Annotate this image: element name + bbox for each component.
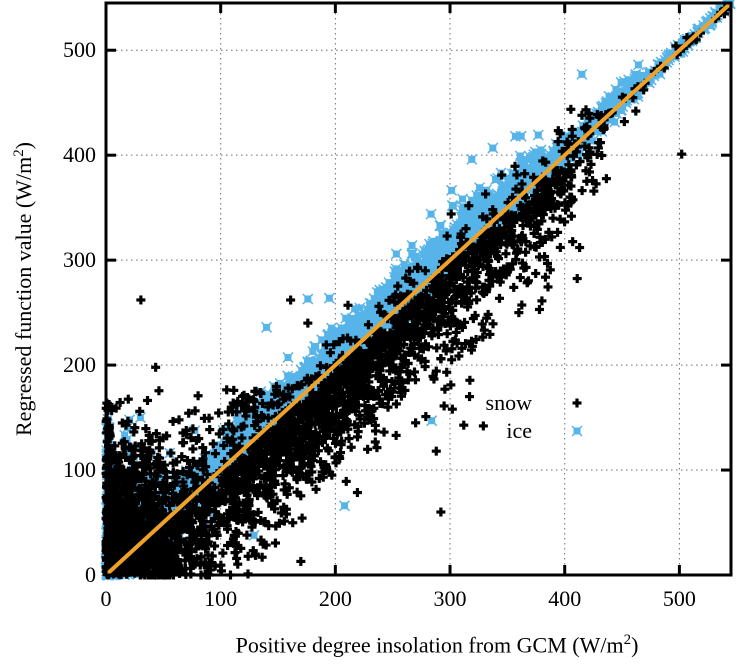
legend-label-ice: ice xyxy=(506,418,532,443)
x-tick-label: 0 xyxy=(100,586,112,611)
x-axis-title-sup: 2 xyxy=(623,632,632,648)
x-tick-label: 200 xyxy=(318,586,352,611)
x-tick-label: 300 xyxy=(433,586,467,611)
x-tick-label: 100 xyxy=(204,586,238,611)
y-axis-title-text: Regressed function value (W/m xyxy=(11,156,37,437)
y-tick-label: 500 xyxy=(63,37,96,63)
x-axis-title-suffix: ) xyxy=(631,632,639,658)
y-tick-label: 0 xyxy=(85,562,96,587)
y-tick-label: 200 xyxy=(63,352,96,378)
x-axis-title: Positive degree insolation from GCM (W/m… xyxy=(236,632,639,658)
y-axis-title: Regressed function value (W/m2) xyxy=(11,142,37,436)
y-axis-title-sup: 2 xyxy=(10,149,27,157)
y-tick-label: 300 xyxy=(63,247,96,273)
x-tick-label: 500 xyxy=(662,586,696,611)
y-tick-label: 100 xyxy=(63,457,96,483)
x-tick-label: 400 xyxy=(548,586,582,611)
legend-label-snow: snow xyxy=(485,390,532,415)
x-axis-title-text: Positive degree insolation from GCM (W/m xyxy=(235,632,624,658)
y-axis-title-suffix: ) xyxy=(11,141,37,150)
y-tick-label: 400 xyxy=(63,142,96,168)
